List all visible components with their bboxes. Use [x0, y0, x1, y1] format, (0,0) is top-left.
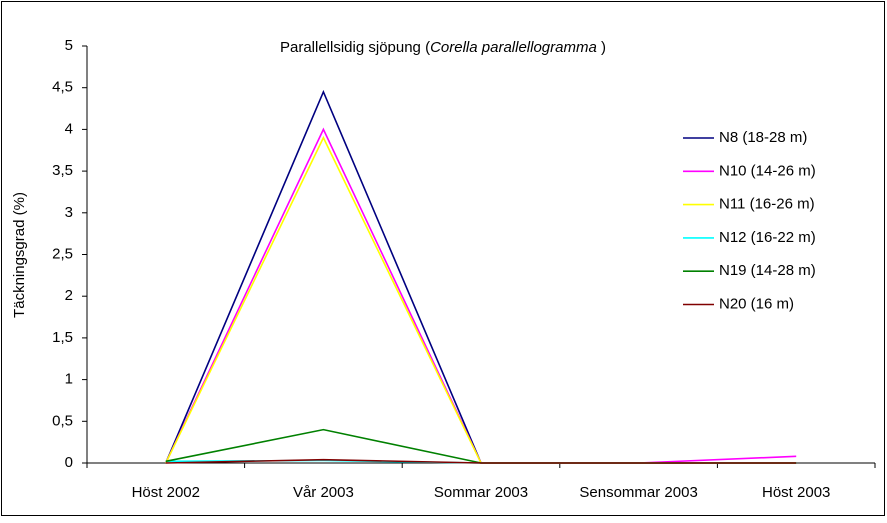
legend-label: N12 (16-22 m)	[719, 229, 816, 246]
series-line	[165, 458, 797, 464]
title-part: Corella parallellogramma	[430, 39, 597, 56]
y-tick-label: 1,5	[52, 329, 73, 346]
y-tick-label: 2,5	[52, 245, 73, 262]
legend-label: N20 (16 m)	[719, 295, 794, 312]
x-tick-label: Sommar 2003	[434, 484, 528, 501]
legend-label: N11 (16-26 m)	[719, 196, 815, 213]
x-tick-label: Höst 2002	[132, 484, 200, 501]
y-tick-label: 5	[65, 37, 73, 54]
y-tick-label: 0,5	[52, 412, 73, 429]
title-part: Parallellsidig sjöpung (	[280, 39, 430, 56]
chart-title: Parallellsidig sjöpung (Corella parallel…	[280, 39, 606, 56]
legend-label: N10 (14-26 m)	[719, 162, 816, 179]
title-part: )	[597, 39, 606, 56]
y-axis-label: Täckningsgrad (%)	[11, 192, 28, 318]
x-tick-label: Höst 2003	[762, 484, 830, 501]
y-tick-label: 4,5	[52, 79, 73, 96]
y-tick-label: 0	[65, 454, 73, 471]
y-tick-label: 3	[65, 204, 73, 221]
legend-label: N8 (18-28 m)	[719, 129, 807, 146]
y-tick-label: 1	[65, 371, 73, 388]
x-tick-label: Sensommar 2003	[579, 484, 697, 501]
y-tick-label: 3,5	[52, 162, 73, 179]
y-tick-label: 2	[65, 287, 73, 304]
legend-label: N19 (14-28 m)	[719, 262, 816, 279]
y-tick-label: 4	[65, 120, 73, 137]
x-tick-label: Vår 2003	[293, 484, 354, 501]
